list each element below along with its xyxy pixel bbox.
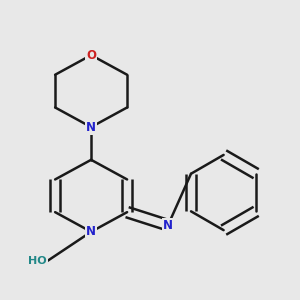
Text: HO: HO — [28, 256, 47, 266]
Text: N: N — [86, 225, 96, 238]
Text: N: N — [86, 121, 96, 134]
Text: O: O — [86, 49, 96, 62]
Text: N: N — [163, 219, 173, 232]
